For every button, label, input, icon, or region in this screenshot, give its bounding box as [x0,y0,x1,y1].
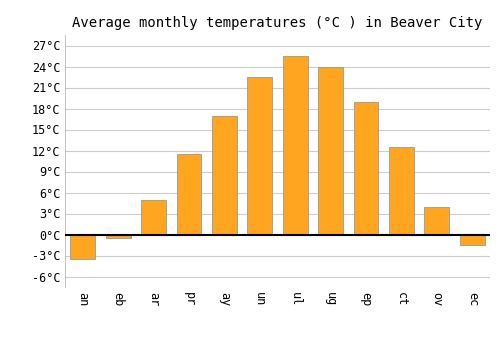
Bar [212,116,237,234]
Bar [176,154,202,234]
Bar [283,56,308,234]
Bar [354,102,378,235]
Bar [106,234,130,238]
Bar [424,206,450,235]
Bar [460,234,484,245]
Title: Average monthly temperatures (°C ) in Beaver City: Average monthly temperatures (°C ) in Be… [72,16,482,30]
Bar [141,199,166,234]
Bar [389,147,414,234]
Bar [70,234,95,259]
Bar [248,77,272,235]
Bar [318,66,343,234]
